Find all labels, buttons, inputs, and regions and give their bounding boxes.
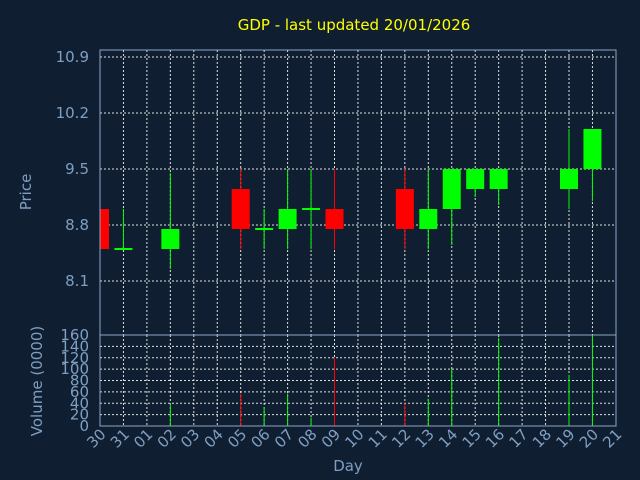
candle bbox=[583, 129, 602, 201]
candle-body bbox=[560, 169, 578, 189]
candle-body bbox=[583, 129, 602, 169]
volume-axis-label: Volume (0000) bbox=[28, 326, 46, 436]
candle-body bbox=[255, 228, 274, 230]
candle bbox=[302, 169, 321, 249]
volume-tick-label: 80 bbox=[70, 372, 89, 390]
price-axis-label: Price bbox=[17, 174, 35, 211]
candle-body bbox=[114, 248, 133, 250]
x-tick-label: 02 bbox=[154, 425, 180, 451]
candle-body bbox=[161, 229, 180, 249]
price-tick-label: 10.2 bbox=[56, 104, 89, 122]
volume-tick-label: 120 bbox=[60, 349, 89, 367]
x-tick-label: 14 bbox=[435, 425, 461, 451]
price-grid bbox=[100, 50, 616, 335]
price-panel-frame bbox=[99, 49, 617, 336]
candle-body bbox=[466, 169, 485, 189]
volume-tick-label: 60 bbox=[70, 383, 89, 401]
x-tick-label: 09 bbox=[318, 425, 344, 451]
volume-tick-label: 20 bbox=[70, 406, 89, 424]
candle bbox=[325, 169, 344, 249]
volume-grid bbox=[100, 335, 616, 426]
candle-body bbox=[489, 169, 508, 189]
candles bbox=[99, 129, 602, 269]
candle-body bbox=[395, 189, 414, 229]
price-tick-label: 10.9 bbox=[56, 48, 89, 66]
candle bbox=[442, 169, 461, 245]
x-tick-label: 06 bbox=[247, 425, 273, 451]
x-tick-label: 07 bbox=[271, 425, 297, 451]
x-tick-label: 31 bbox=[107, 425, 133, 451]
x-tick-label: 21 bbox=[599, 425, 625, 451]
x-tick-label: 18 bbox=[529, 425, 555, 451]
candle bbox=[489, 169, 508, 205]
x-tick-label: 12 bbox=[388, 425, 414, 451]
candle bbox=[395, 169, 414, 249]
x-tick-label: 01 bbox=[130, 425, 156, 451]
volume-tick-label: 140 bbox=[60, 337, 89, 355]
candle bbox=[99, 209, 109, 249]
candle bbox=[161, 173, 180, 269]
volume-tick-label: 160 bbox=[60, 326, 89, 344]
candle bbox=[231, 169, 250, 249]
volume-tick-label: 40 bbox=[70, 394, 89, 412]
x-tick-label: 10 bbox=[341, 425, 367, 451]
candle bbox=[255, 209, 274, 249]
x-tick-label: 04 bbox=[201, 425, 227, 451]
candle bbox=[466, 169, 485, 197]
x-tick-label: 03 bbox=[177, 425, 203, 451]
candle-body bbox=[100, 209, 109, 249]
x-tick-label: 08 bbox=[294, 425, 320, 451]
x-tick-label: 19 bbox=[552, 425, 578, 451]
x-tick-label: 05 bbox=[224, 425, 250, 451]
x-tick-label: 20 bbox=[576, 425, 602, 451]
candle-body bbox=[419, 209, 438, 229]
candle bbox=[419, 169, 438, 249]
price-tick-labels: 8.1 8.8 9.5 10.2 10.9 bbox=[56, 48, 89, 290]
candle-body bbox=[302, 208, 321, 210]
price-tick-label: 8.1 bbox=[65, 272, 89, 290]
x-axis-label: Day bbox=[333, 457, 363, 475]
price-tick-label: 9.5 bbox=[65, 160, 89, 178]
candle bbox=[560, 129, 578, 209]
x-tick-label: 15 bbox=[459, 425, 485, 451]
candle-body bbox=[231, 189, 250, 229]
x-tick-label: 11 bbox=[365, 425, 391, 451]
x-tick-label: 13 bbox=[412, 425, 438, 451]
candle-body bbox=[278, 209, 297, 229]
volume-bars bbox=[169, 335, 593, 426]
candle bbox=[278, 169, 297, 249]
candle bbox=[114, 209, 133, 250]
candle-body bbox=[442, 169, 461, 209]
x-tick-label: 17 bbox=[505, 425, 531, 451]
volume-tick-label: 100 bbox=[60, 360, 89, 378]
x-tick-labels: 3031010203040506070809101112131415161718… bbox=[83, 425, 625, 451]
volume-tick-label: 0 bbox=[79, 417, 89, 435]
price-tick-label: 8.8 bbox=[65, 216, 89, 234]
x-tick-label: 16 bbox=[482, 425, 508, 451]
candle-body bbox=[325, 209, 344, 229]
chart-title: GDP - last updated 20/01/2026 bbox=[238, 16, 471, 34]
volume-panel-frame bbox=[99, 334, 617, 427]
